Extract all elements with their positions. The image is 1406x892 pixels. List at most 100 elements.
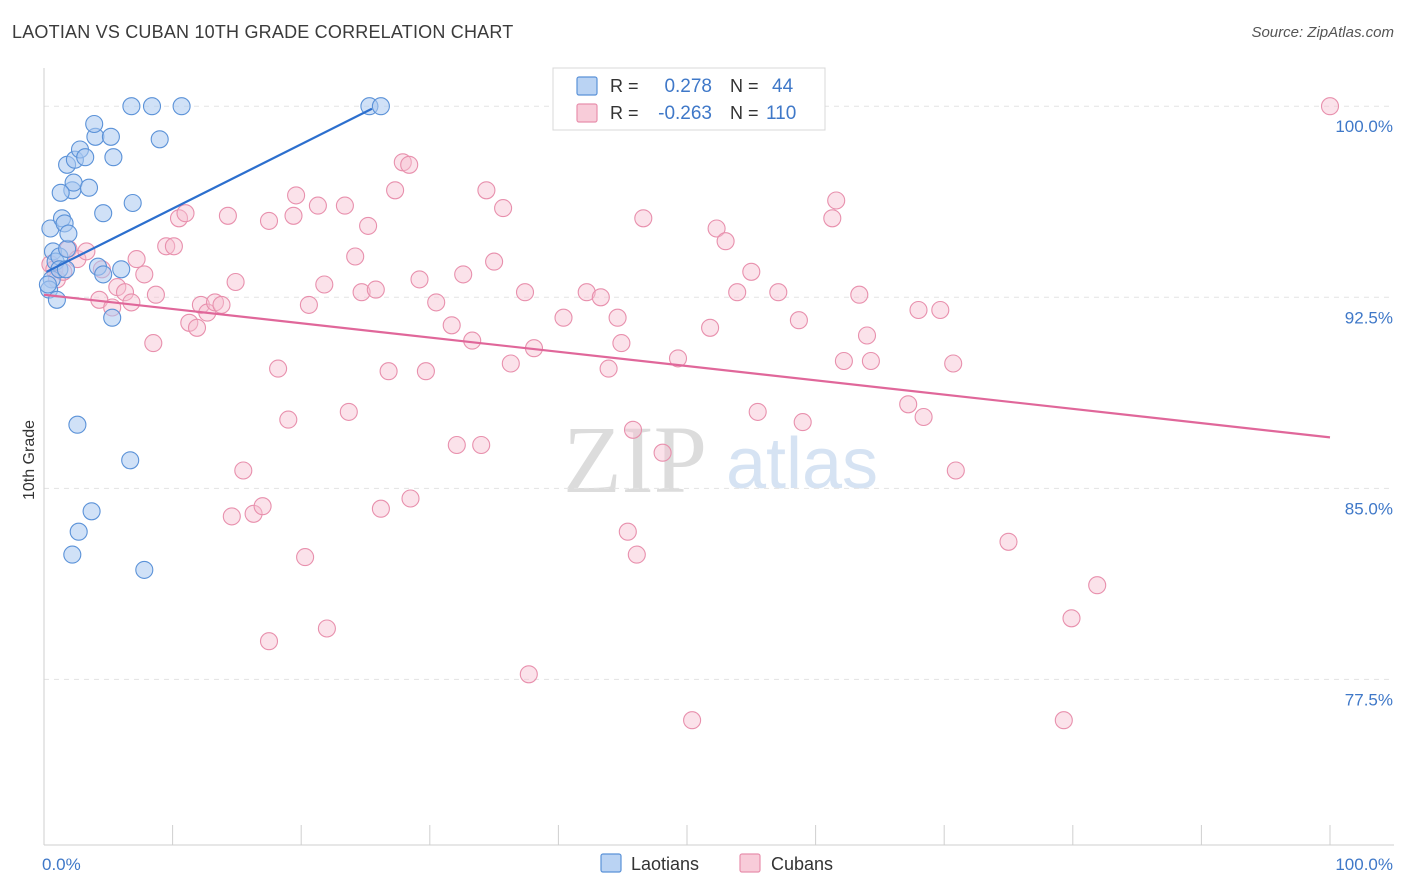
cuban-point: [122, 293, 141, 312]
laotian-point: [63, 545, 82, 564]
cuban-point: [176, 204, 195, 223]
bottom-legend-label-laotians: Laotians: [631, 854, 699, 874]
laotian-point: [104, 148, 123, 167]
cuban-point: [135, 265, 154, 284]
laotian-point: [142, 97, 162, 116]
legend-n-label-laotians: N =: [730, 76, 759, 96]
cuban-point: [371, 499, 390, 518]
cuban-point: [827, 191, 846, 210]
trendline-cubans: [43, 293, 1331, 439]
cuban-point: [427, 293, 446, 312]
cuban-point: [335, 196, 354, 215]
cuban-point: [485, 252, 504, 271]
laotian-point: [82, 502, 101, 521]
laotian-point: [76, 148, 95, 167]
cuban-point: [115, 283, 135, 302]
cuban-point: [494, 199, 513, 218]
cuban-point: [742, 262, 761, 281]
cuban-point: [146, 285, 165, 304]
cuban-point: [187, 318, 207, 337]
laotian-point: [123, 193, 142, 213]
cuban-point: [515, 283, 535, 302]
cuban-point: [317, 619, 336, 638]
cuban-point: [668, 349, 688, 368]
cuban-point: [352, 283, 371, 302]
legend-swatch-laotians: [576, 76, 598, 96]
cuban-point: [944, 354, 963, 373]
cuban-point: [259, 211, 279, 230]
axes: [43, 68, 1394, 846]
laotian-point: [101, 127, 120, 146]
legend-n-label-cubans: N =: [730, 103, 759, 123]
cuban-point: [834, 351, 853, 371]
cuban-point: [253, 497, 272, 516]
cuban-point: [477, 181, 496, 200]
laotian-point: [371, 97, 390, 116]
cuban-point: [999, 532, 1018, 551]
cuban-point: [1320, 97, 1340, 116]
laotian-point: [69, 522, 88, 541]
cuban-point: [416, 362, 435, 381]
cuban-point: [366, 280, 385, 299]
cuban-point: [623, 420, 643, 439]
laotian-point: [150, 130, 169, 149]
cuban-point: [857, 326, 877, 345]
cuban-point: [789, 311, 808, 330]
cuban-point: [442, 316, 461, 335]
cuban-point: [716, 232, 735, 251]
cuban-point: [1062, 609, 1081, 628]
grid: [44, 105, 1394, 680]
laotian-point: [47, 290, 66, 309]
y-tick-label: 77.5%: [1345, 690, 1393, 709]
cuban-point: [618, 522, 637, 541]
x-tick-label-max: 100.0%: [1335, 855, 1393, 874]
legend-n-value-cubans: 110: [766, 103, 796, 124]
cuban-point: [634, 209, 653, 228]
chart-source: Source: ZipAtlas.com: [1251, 24, 1394, 41]
cuban-point: [284, 206, 303, 225]
cuban-point: [226, 272, 245, 292]
laotian-point: [51, 183, 70, 202]
top-legend: R = 0.278 N = 44 R = -0.263 N = 110: [552, 67, 826, 131]
cuban-point: [701, 318, 720, 337]
x-ticks: [172, 825, 1331, 845]
top-legend-box: [552, 67, 826, 131]
laotian-point: [122, 97, 141, 116]
cuban-point: [612, 334, 631, 353]
cuban-point: [386, 181, 405, 200]
bottom-legend-label-cubans: Cubans: [771, 854, 833, 874]
legend-r-label-cubans: R =: [610, 103, 639, 123]
bottom-legend-swatch-cubans: [739, 853, 761, 873]
trendlines: [43, 107, 1331, 439]
chart-title: LAOTIAN VS CUBAN 10TH GRADE CORRELATION …: [12, 22, 514, 42]
legend-r-label-laotians: R =: [610, 76, 639, 96]
laotian-point: [59, 224, 78, 243]
trendline-laotians: [46, 107, 373, 273]
cuban-point: [308, 196, 327, 215]
series-laotians: [38, 97, 390, 579]
cuban-point: [501, 354, 520, 373]
laotian-point: [112, 260, 131, 279]
cuban-point: [707, 219, 726, 238]
cuban-point: [339, 402, 358, 421]
legend-r-value-cubans: -0.263: [658, 103, 712, 124]
x-tick-label-min: 0.0%: [42, 855, 81, 874]
y-tick-label: 92.5%: [1345, 308, 1393, 327]
cuban-point: [850, 285, 869, 304]
y-tick-labels: 77.5% 85.0% 92.5% 100.0%: [1335, 117, 1393, 709]
cuban-point: [591, 288, 610, 307]
cuban-point: [279, 410, 298, 429]
cuban-point: [769, 283, 788, 302]
laotian-point: [68, 415, 87, 434]
cuban-point: [222, 507, 241, 526]
watermark: ZIP atlas: [563, 406, 878, 513]
series-cubans: [41, 97, 1340, 730]
cuban-point: [346, 247, 365, 266]
cuban-point: [379, 362, 398, 381]
cuban-point: [946, 461, 965, 480]
cuban-point: [218, 206, 237, 225]
cuban-point: [400, 155, 419, 174]
laotian-point: [58, 239, 77, 258]
cuban-point: [447, 435, 466, 455]
